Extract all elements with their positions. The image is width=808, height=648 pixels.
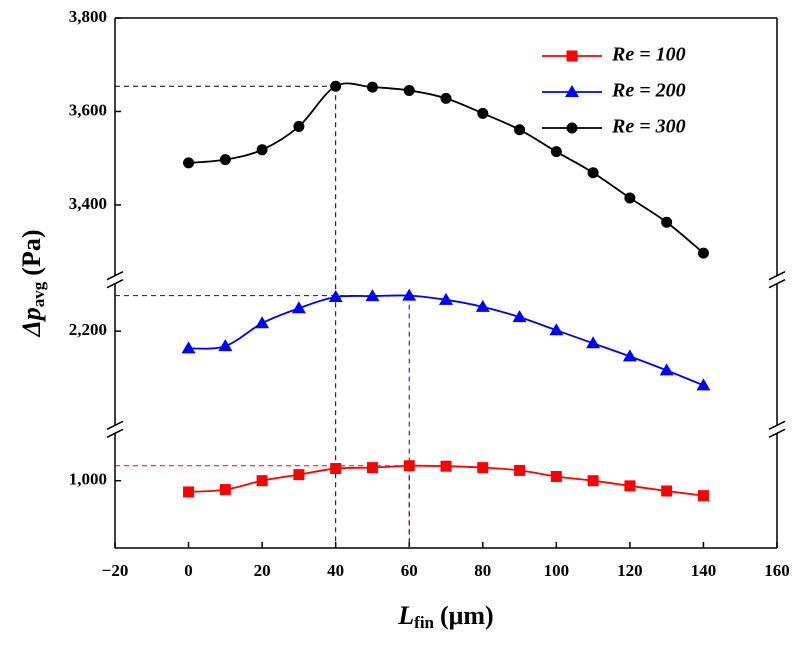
marker <box>219 154 231 166</box>
marker <box>587 475 599 487</box>
marker <box>181 341 196 354</box>
axis-break-gap <box>112 275 118 284</box>
axis-break <box>768 279 786 289</box>
y-tick-label: 3,400 <box>69 194 107 213</box>
legend-marker <box>566 50 578 62</box>
axis-break-gap <box>774 275 780 284</box>
axis-break-gap <box>112 425 118 434</box>
legend-marker <box>565 85 579 97</box>
marker <box>255 316 270 329</box>
x-tick-label: 60 <box>401 561 418 580</box>
marker <box>293 469 305 481</box>
marker <box>661 216 673 228</box>
marker <box>256 475 268 487</box>
x-tick-label: 120 <box>617 561 643 580</box>
marker <box>440 92 452 104</box>
y-axis-label: Δpavg (Pa) <box>17 229 48 337</box>
marker <box>550 470 562 482</box>
x-tick-label: 140 <box>691 561 717 580</box>
axis-break <box>106 279 124 289</box>
marker <box>549 323 564 336</box>
marker <box>697 490 709 502</box>
marker <box>622 349 637 362</box>
legend-marker <box>566 122 578 134</box>
marker <box>514 464 526 476</box>
marker <box>475 299 490 312</box>
marker <box>366 81 378 93</box>
x-label-subscript: fin <box>414 613 434 632</box>
marker <box>624 192 636 204</box>
marker <box>440 460 452 472</box>
legend-label: Re = 200 <box>611 80 686 102</box>
x-tick-label: 160 <box>764 561 790 580</box>
axis-break-gap <box>774 425 780 434</box>
series-line <box>188 294 704 387</box>
axis-break <box>768 271 786 281</box>
axis-break <box>106 428 124 438</box>
marker <box>624 480 636 492</box>
marker <box>330 463 342 475</box>
marker <box>218 339 233 352</box>
marker <box>402 288 417 301</box>
marker <box>330 80 342 92</box>
marker <box>697 247 709 259</box>
legend-label: Re = 100 <box>611 44 686 66</box>
marker <box>661 485 673 497</box>
x-tick-label: 100 <box>544 561 570 580</box>
x-tick-label: −20 <box>102 561 129 580</box>
y-tick-label: 2,200 <box>69 320 107 339</box>
x-tick-label: 80 <box>474 561 491 580</box>
axis-break <box>768 420 786 430</box>
marker <box>587 167 599 179</box>
marker <box>512 310 527 323</box>
marker <box>439 292 453 305</box>
x-axis-label: Lfin (μm) <box>397 601 493 632</box>
y-label-subscript: avg <box>29 281 48 307</box>
marker <box>477 462 489 474</box>
marker <box>183 157 195 169</box>
marker <box>586 336 601 349</box>
marker <box>477 107 489 119</box>
axis-break <box>106 271 124 281</box>
x-tick-label: 40 <box>327 561 344 580</box>
marker <box>328 290 343 303</box>
y-tick-label: 3,600 <box>69 100 107 119</box>
x-label-symbol: L <box>397 601 414 630</box>
marker <box>256 144 268 156</box>
x-label-unit: (μm) <box>440 601 494 630</box>
y-tick-label: 1,000 <box>69 470 107 489</box>
y-label-symbol: Δp <box>17 307 46 337</box>
marker <box>514 124 526 136</box>
marker <box>366 462 378 474</box>
marker <box>659 363 674 376</box>
y-label-unit: (Pa) <box>17 229 46 275</box>
y-tick-label: 3,800 <box>69 7 107 26</box>
x-tick-label: 0 <box>184 561 193 580</box>
marker <box>403 460 415 472</box>
marker <box>293 120 305 132</box>
marker <box>550 146 562 158</box>
axis-break <box>106 420 124 430</box>
marker <box>183 486 195 498</box>
marker <box>219 484 231 496</box>
marker <box>365 289 380 302</box>
marker <box>696 378 711 391</box>
marker <box>403 84 415 96</box>
series-line <box>188 82 705 254</box>
marker <box>291 301 306 314</box>
axis-break <box>768 428 786 438</box>
x-tick-label: 20 <box>254 561 271 580</box>
legend-label: Re = 300 <box>611 116 686 138</box>
